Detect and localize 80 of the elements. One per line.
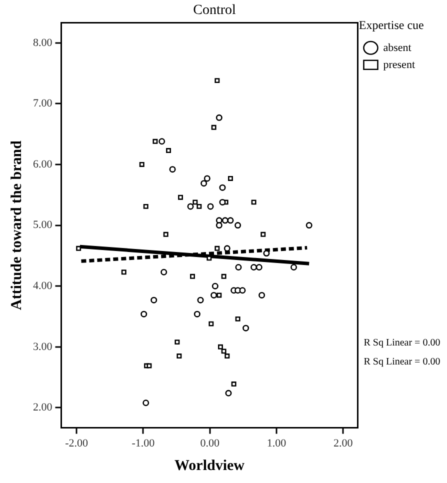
point xyxy=(221,348,226,354)
point xyxy=(231,382,236,387)
point xyxy=(216,114,222,121)
y-tick-label: 3.00 xyxy=(33,340,53,353)
point xyxy=(76,246,82,251)
point xyxy=(174,340,180,345)
point xyxy=(150,296,158,304)
point xyxy=(263,250,270,257)
legend-label: present xyxy=(383,58,415,71)
x-tick-label: 2.00 xyxy=(333,437,354,450)
y-tick-label: 2.00 xyxy=(33,402,53,414)
point xyxy=(242,324,250,332)
point xyxy=(158,138,166,145)
point xyxy=(306,222,312,229)
point xyxy=(192,200,198,205)
legend-label: absent xyxy=(383,42,412,54)
point xyxy=(224,354,230,359)
x-tick-label: -2.00 xyxy=(65,437,89,450)
point xyxy=(207,203,214,210)
point xyxy=(166,148,172,153)
point xyxy=(190,274,195,279)
point xyxy=(197,296,204,304)
y-tick-label: 8.00 xyxy=(33,36,53,49)
point xyxy=(260,232,266,237)
point xyxy=(210,292,218,298)
y-axis-title: Attitude toward the brand xyxy=(8,140,25,310)
point xyxy=(196,204,202,209)
point xyxy=(290,264,298,271)
point xyxy=(143,204,148,209)
point xyxy=(219,184,226,191)
point xyxy=(211,124,216,130)
point xyxy=(152,138,158,144)
point xyxy=(139,162,144,167)
point xyxy=(204,175,210,182)
point xyxy=(225,390,232,396)
point xyxy=(235,316,240,322)
point xyxy=(221,274,226,279)
point xyxy=(142,400,150,406)
point xyxy=(163,232,168,237)
x-tick-label: 1.00 xyxy=(266,437,287,450)
point xyxy=(251,200,256,205)
y-tick-label: 5.00 xyxy=(33,219,53,232)
point xyxy=(214,78,220,84)
point xyxy=(235,264,242,271)
point xyxy=(169,166,176,173)
point xyxy=(219,198,226,206)
point xyxy=(214,246,220,251)
text: R Sq Linear = 0.00 xyxy=(364,356,440,368)
point xyxy=(121,270,126,275)
point xyxy=(218,344,223,350)
point xyxy=(140,310,148,318)
point xyxy=(212,282,218,290)
point xyxy=(258,292,266,298)
point xyxy=(250,264,258,271)
point xyxy=(194,310,200,318)
y-tick-label: 7.00 xyxy=(33,98,53,110)
point xyxy=(208,321,214,326)
point xyxy=(216,292,222,298)
point xyxy=(228,176,233,181)
point xyxy=(222,217,228,224)
point xyxy=(178,194,183,200)
point xyxy=(216,222,222,229)
point xyxy=(224,245,230,252)
point xyxy=(187,203,194,210)
point xyxy=(234,222,242,229)
chart-title: Control xyxy=(193,3,236,18)
x-tick-label: 0.00 xyxy=(200,437,220,450)
point xyxy=(239,287,246,294)
point xyxy=(146,363,152,368)
x-axis-title: Worldview xyxy=(174,458,245,474)
x-tick-label: -1.00 xyxy=(132,437,156,450)
legend-title: Expertise cue xyxy=(358,18,424,32)
text: R Sq Linear = 0.00 xyxy=(364,337,440,348)
y-tick-label: 6.00 xyxy=(33,158,53,170)
point xyxy=(227,217,234,224)
point xyxy=(176,354,182,359)
y-tick-label: 4.00 xyxy=(33,280,53,292)
point xyxy=(200,180,208,187)
point xyxy=(256,264,262,271)
point xyxy=(160,268,168,276)
